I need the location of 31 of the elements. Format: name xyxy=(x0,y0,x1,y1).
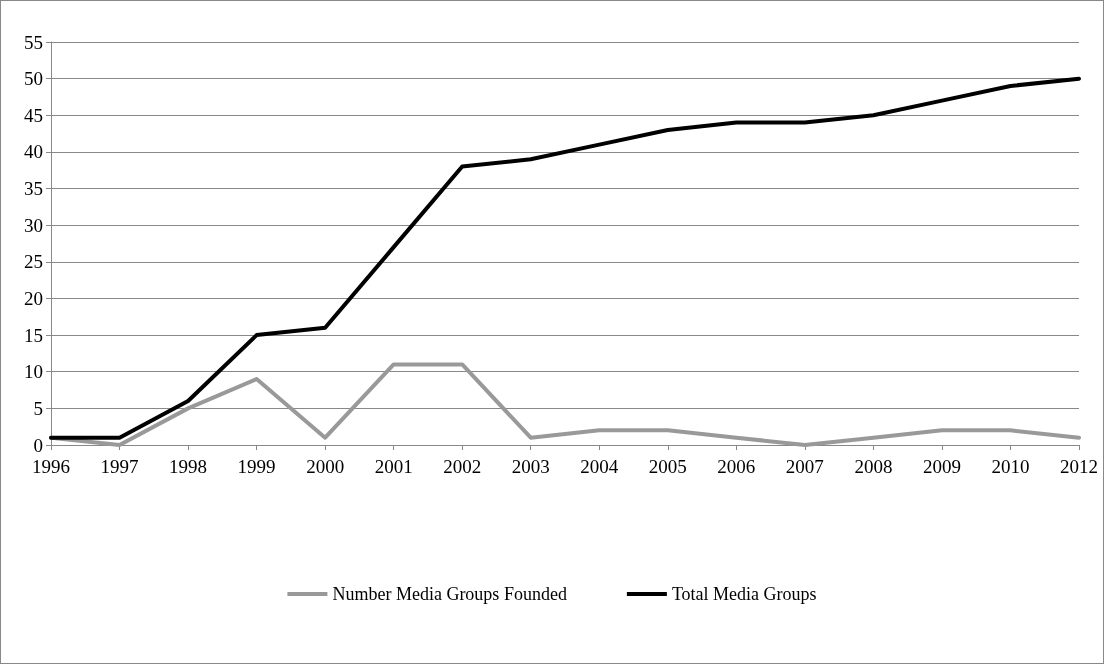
y-tick-label: 30 xyxy=(24,214,43,236)
x-tick-label: 1996 xyxy=(32,456,70,477)
line-series xyxy=(49,76,1081,440)
y-tick-label: 50 xyxy=(24,68,43,90)
x-tick-label: 1997 xyxy=(100,456,139,477)
x-tick-label: 2002 xyxy=(443,456,482,477)
x-tick-label: 2004 xyxy=(580,456,619,477)
x-tick-label: 2000 xyxy=(306,456,345,477)
legend-label: Total Media Groups xyxy=(671,584,817,604)
y-tick-label: 25 xyxy=(24,251,43,273)
x-tick-label: 1999 xyxy=(237,456,276,477)
x-tick-label: 2005 xyxy=(648,456,687,477)
y-tick-label: 55 xyxy=(24,31,43,53)
x-tick-label: 1998 xyxy=(169,456,208,477)
x-tick-label: 2010 xyxy=(991,456,1030,477)
y-tick-label: 10 xyxy=(24,361,43,383)
x-tick-label: 2007 xyxy=(785,456,824,477)
y-tick-label: 20 xyxy=(24,287,43,309)
y-tick-label: 0 xyxy=(33,434,43,456)
y-tick-label: 40 xyxy=(24,141,43,163)
x-tick-label: 2003 xyxy=(511,456,550,477)
y-tick-label: 5 xyxy=(33,397,43,419)
y-tick-label: 35 xyxy=(24,178,43,200)
legend-label: Number Media Groups Founded xyxy=(332,584,567,604)
x-tick-label: 2009 xyxy=(922,456,961,477)
x-tick-label: 2008 xyxy=(854,456,893,477)
x-tick-label: 2001 xyxy=(374,456,413,477)
x-tick-label: 2012 xyxy=(1060,456,1098,477)
y-tick-label: 45 xyxy=(24,104,43,126)
y-tick-label: 15 xyxy=(24,324,43,346)
x-tick-label: 2006 xyxy=(717,456,756,477)
